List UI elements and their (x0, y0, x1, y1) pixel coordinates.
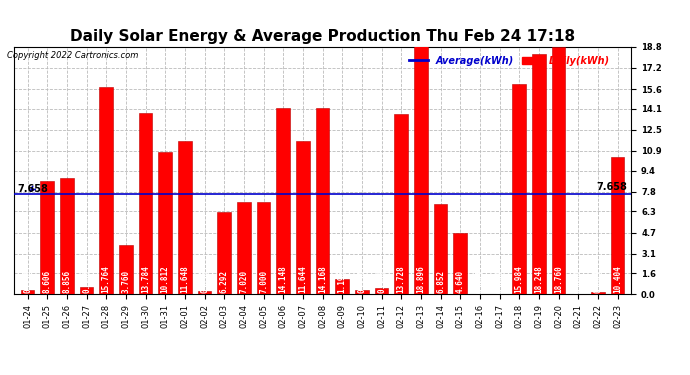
Text: 1.196: 1.196 (337, 270, 347, 293)
Text: 14.168: 14.168 (318, 266, 327, 293)
Text: 8.606: 8.606 (43, 270, 52, 293)
Bar (237, 202, 250, 294)
Bar (532, 54, 546, 294)
Text: 0.588: 0.588 (82, 270, 91, 293)
Bar (198, 291, 211, 294)
Bar (375, 288, 388, 294)
Text: 13.784: 13.784 (141, 266, 150, 293)
Bar (21, 290, 34, 294)
Bar (40, 181, 54, 294)
Text: 4.640: 4.640 (456, 270, 465, 293)
Bar (257, 202, 270, 294)
Text: 0.480: 0.480 (377, 270, 386, 293)
Text: 0.256: 0.256 (200, 270, 209, 293)
Bar (158, 152, 172, 294)
Text: 0.356: 0.356 (357, 270, 366, 293)
Legend: Average(kWh), Daily(kWh): Average(kWh), Daily(kWh) (405, 52, 614, 69)
Text: 6.292: 6.292 (219, 270, 229, 293)
Bar (99, 87, 113, 294)
Bar (60, 178, 74, 294)
Bar (434, 204, 447, 294)
Bar (178, 141, 192, 294)
Text: 18.760: 18.760 (554, 266, 563, 293)
Text: 0.352: 0.352 (23, 270, 32, 293)
Text: 15.984: 15.984 (515, 266, 524, 293)
Bar (414, 46, 428, 294)
Bar (296, 141, 310, 294)
Text: 6.852: 6.852 (436, 270, 445, 293)
Bar (395, 114, 408, 294)
Bar (217, 211, 231, 294)
Bar (611, 158, 624, 294)
Text: 7.658: 7.658 (597, 182, 627, 192)
Text: 18.896: 18.896 (416, 266, 426, 293)
Text: 0.204: 0.204 (593, 270, 602, 293)
Bar (552, 47, 566, 294)
Bar (119, 245, 132, 294)
Text: 0.000: 0.000 (574, 270, 583, 293)
Bar (277, 108, 290, 294)
Text: Copyright 2022 Cartronics.com: Copyright 2022 Cartronics.com (7, 51, 138, 60)
Text: 15.764: 15.764 (101, 266, 110, 293)
Bar (139, 113, 152, 294)
Title: Daily Solar Energy & Average Production Thu Feb 24 17:18: Daily Solar Energy & Average Production … (70, 29, 575, 44)
Bar (591, 292, 605, 294)
Bar (355, 290, 368, 294)
Text: 13.728: 13.728 (397, 266, 406, 293)
Text: 7.000: 7.000 (259, 270, 268, 293)
Text: 0.004: 0.004 (475, 270, 484, 293)
Bar (316, 108, 329, 294)
Text: 11.648: 11.648 (180, 266, 189, 293)
Bar (79, 286, 93, 294)
Text: 7.020: 7.020 (239, 270, 248, 293)
Text: 8.856: 8.856 (62, 270, 71, 293)
Text: 18.248: 18.248 (535, 266, 544, 293)
Text: 14.148: 14.148 (279, 266, 288, 293)
Text: 7.658: 7.658 (18, 183, 48, 194)
Text: 0.000: 0.000 (495, 270, 504, 293)
Bar (335, 279, 349, 294)
Text: 3.760: 3.760 (121, 270, 130, 293)
Text: 10.404: 10.404 (613, 266, 622, 293)
Text: 10.812: 10.812 (161, 266, 170, 293)
Bar (453, 233, 467, 294)
Text: 11.644: 11.644 (298, 266, 308, 293)
Bar (513, 84, 526, 294)
